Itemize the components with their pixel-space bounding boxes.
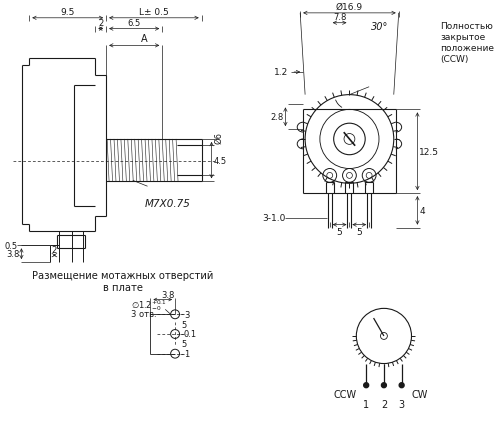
Text: M7X0.75: M7X0.75 xyxy=(144,199,190,209)
Text: 5: 5 xyxy=(356,227,362,236)
Text: 2.8: 2.8 xyxy=(270,113,283,122)
Text: 5: 5 xyxy=(181,320,186,329)
Text: 1.2: 1.2 xyxy=(274,68,288,77)
Text: CCW: CCW xyxy=(333,389,356,399)
Text: 3: 3 xyxy=(184,310,190,319)
Text: 1: 1 xyxy=(363,399,369,409)
Text: Ø16.9: Ø16.9 xyxy=(336,3,363,12)
Text: 4.5: 4.5 xyxy=(214,156,226,165)
Text: Размещение мотажных отверстий
в плате: Размещение мотажных отверстий в плате xyxy=(32,271,214,293)
Text: 2: 2 xyxy=(52,246,57,255)
Text: Полностью
закрытое
положение
(CCW): Полностью закрытое положение (CCW) xyxy=(440,22,494,64)
Text: 2: 2 xyxy=(98,19,103,28)
Text: 12.5: 12.5 xyxy=(420,147,440,156)
Text: 4: 4 xyxy=(420,206,425,216)
Text: 7.8: 7.8 xyxy=(333,13,346,22)
Text: 9.5: 9.5 xyxy=(60,8,75,17)
Text: A: A xyxy=(140,35,147,44)
Text: 0.5: 0.5 xyxy=(4,241,18,250)
Text: 5: 5 xyxy=(336,227,342,236)
Text: L± 0.5: L± 0.5 xyxy=(139,8,169,17)
Text: 3 отв.: 3 отв. xyxy=(131,309,156,318)
Text: 3.8: 3.8 xyxy=(6,250,20,259)
Text: 3: 3 xyxy=(398,399,404,409)
Text: $\varnothing$1.2$^{+0.1}_{-0}$: $\varnothing$1.2$^{+0.1}_{-0}$ xyxy=(131,297,166,312)
Circle shape xyxy=(364,383,368,388)
Text: 6.5: 6.5 xyxy=(128,19,141,28)
Text: Ø6: Ø6 xyxy=(214,132,224,144)
Circle shape xyxy=(382,383,386,388)
Circle shape xyxy=(399,383,404,388)
Text: 1: 1 xyxy=(184,349,189,358)
Text: 0.1: 0.1 xyxy=(184,330,197,339)
Text: 5: 5 xyxy=(181,340,186,348)
Text: 2: 2 xyxy=(381,399,387,409)
Text: 30°: 30° xyxy=(371,22,388,32)
Text: 3-1.0: 3-1.0 xyxy=(262,214,285,223)
Text: CW: CW xyxy=(412,389,428,399)
Text: 3.8: 3.8 xyxy=(161,290,174,299)
